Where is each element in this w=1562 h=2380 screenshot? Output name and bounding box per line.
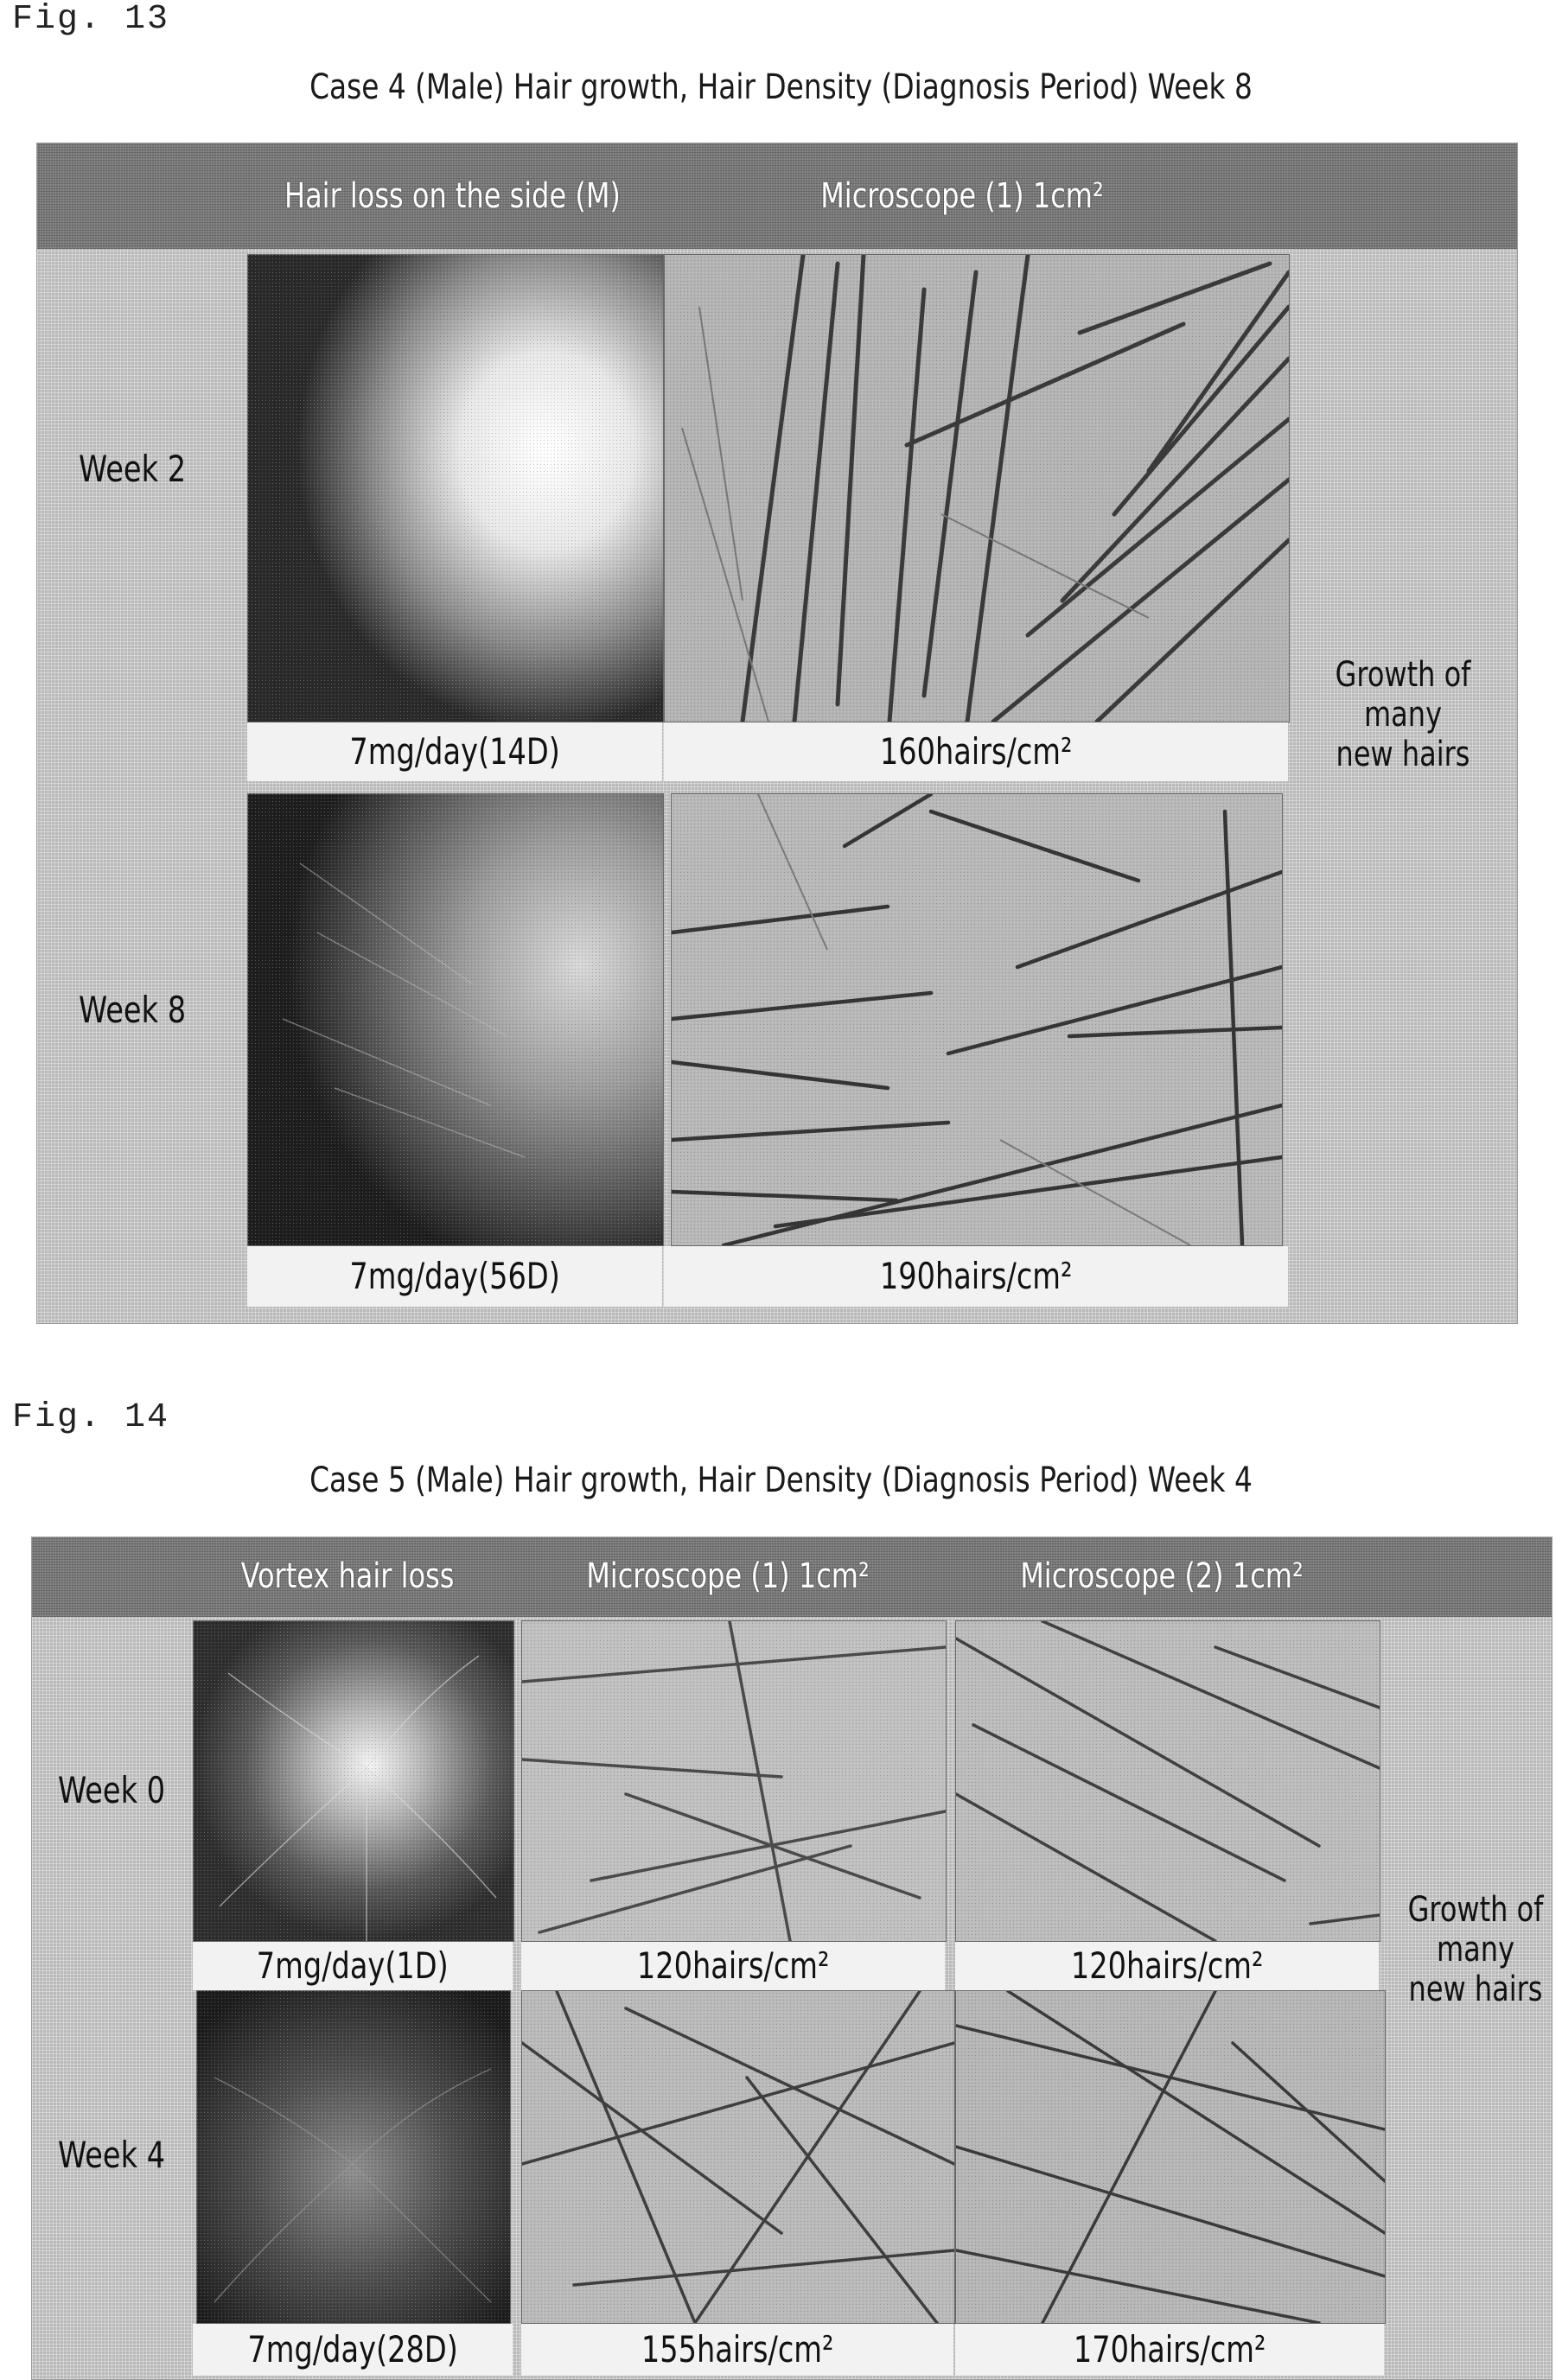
fig13-scalp-caption-week8: 7mg/day(56D) (247, 1246, 662, 1307)
fig13-scalp-photo-week8 (247, 793, 664, 1246)
fig13-panel: Hair loss on the side (M) Microscope (1)… (36, 143, 1518, 1324)
fig14-col-head-micro1: Microscope (1) 1cm² (558, 1556, 897, 1596)
fig14-vortex-photo-week0 (193, 1620, 514, 1942)
fig14-label: Fig. 14 (12, 1398, 169, 1437)
fig13-col-head-scalp: Hair loss on the side (M) (284, 176, 616, 216)
fig14-micro1-photo-week4 (521, 1990, 955, 2324)
fig13-micro-caption-week2: 160hairs/cm² (664, 722, 1288, 781)
fig14-micro1-caption-week4: 155hairs/cm² (521, 2324, 953, 2376)
fig14-micro2-caption-week0: 120hairs/cm² (955, 1942, 1379, 1990)
fig14-note-line-1: Growth of (1406, 1890, 1545, 1930)
fig14-row-label-week4: Week 4 (58, 2134, 165, 2176)
fig13-note-line-3: new hairs (1327, 735, 1479, 774)
fig14-growth-note: Growth of many new hairs (1406, 1890, 1545, 2009)
fig14-col-head-vortex: Vortex hair loss (220, 1556, 475, 1596)
fig14-micro1-photo-week0 (521, 1620, 947, 1942)
fig14-micro2-photo-week4 (955, 1990, 1386, 2324)
fig13-scalp-caption-week2: 7mg/day(14D) (247, 722, 662, 781)
fig13-micro-photo-week8 (671, 793, 1283, 1246)
fig14-micro1-caption-week0: 120hairs/cm² (521, 1942, 945, 1990)
fig14-note-line-2: many (1406, 1930, 1545, 1970)
fig14-note-line-3: new hairs (1406, 1970, 1545, 2009)
fig13-title: Case 4 (Male) Hair growth, Hair Density … (141, 67, 1422, 107)
fig14-vortex-caption-week4: 7mg/day(28D) (193, 2324, 513, 2376)
fig14-micro2-photo-week0 (955, 1620, 1380, 1942)
fig14-title: Case 5 (Male) Hair growth, Hair Density … (141, 1460, 1422, 1500)
fig13-row-label-week8: Week 8 (79, 989, 186, 1031)
fig13-micro-photo-week2 (664, 254, 1290, 722)
fig13-row-label-week2: Week 2 (79, 448, 186, 490)
fig13-micro-caption-week8: 190hairs/cm² (664, 1246, 1288, 1307)
fig14-micro2-caption-week4: 170hairs/cm² (955, 2324, 1384, 2376)
fig13-label: Fig. 13 (12, 0, 169, 39)
fig13-scalp-photo-week2 (247, 254, 664, 722)
fig14-panel: Vortex hair loss Microscope (1) 1cm² Mic… (31, 1537, 1552, 2380)
fig14-vortex-caption-week0: 7mg/day(1D) (193, 1942, 513, 1990)
fig13-growth-note: Growth of many new hairs (1327, 655, 1479, 774)
fig14-row-label-week0: Week 0 (58, 1769, 165, 1811)
fig14-col-head-micro2: Microscope (2) 1cm² (992, 1556, 1331, 1596)
fig13-col-head-micro: Microscope (1) 1cm² (720, 176, 1204, 216)
fig14-vortex-photo-week4 (196, 1990, 511, 2324)
fig13-note-line-1: Growth of (1327, 655, 1479, 695)
fig13-note-line-2: many (1327, 695, 1479, 735)
